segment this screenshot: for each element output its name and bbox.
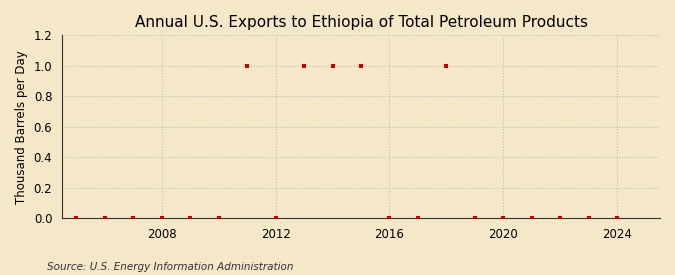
- Point: [470, 216, 481, 220]
- Point: [583, 216, 594, 220]
- Point: [185, 216, 196, 220]
- Point: [298, 64, 309, 68]
- Y-axis label: Thousand Barrels per Day: Thousand Barrels per Day: [15, 50, 28, 204]
- Point: [498, 216, 509, 220]
- Point: [555, 216, 566, 220]
- Point: [99, 216, 110, 220]
- Point: [612, 216, 623, 220]
- Point: [327, 64, 338, 68]
- Point: [157, 216, 167, 220]
- Point: [526, 216, 537, 220]
- Point: [441, 64, 452, 68]
- Point: [213, 216, 224, 220]
- Point: [128, 216, 138, 220]
- Point: [412, 216, 423, 220]
- Point: [384, 216, 395, 220]
- Point: [242, 64, 252, 68]
- Title: Annual U.S. Exports to Ethiopia of Total Petroleum Products: Annual U.S. Exports to Ethiopia of Total…: [134, 15, 587, 30]
- Point: [270, 216, 281, 220]
- Point: [356, 64, 367, 68]
- Point: [71, 216, 82, 220]
- Text: Source: U.S. Energy Information Administration: Source: U.S. Energy Information Administ…: [47, 262, 294, 272]
